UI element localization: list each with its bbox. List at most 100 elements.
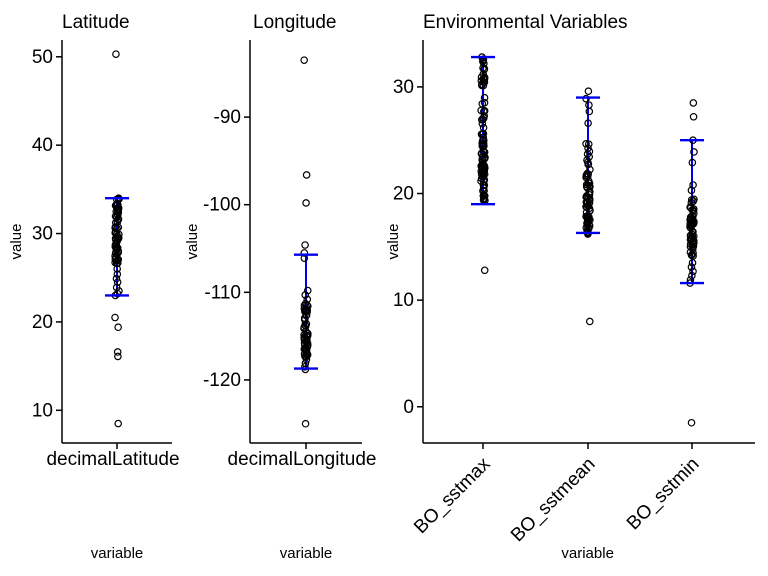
y-tick-label: 30 — [393, 77, 414, 98]
category-label: BO_sstmax — [410, 453, 495, 538]
data-point — [479, 187, 487, 195]
data-point — [477, 106, 485, 115]
data-point — [478, 139, 486, 148]
data-point — [584, 119, 592, 127]
data-point — [113, 278, 122, 286]
data-point — [582, 140, 590, 148]
data-point — [480, 266, 489, 275]
data-point — [301, 291, 310, 299]
data-point — [112, 274, 121, 283]
y-axis-title: value — [385, 224, 402, 260]
data-point — [585, 107, 594, 116]
data-point — [479, 78, 488, 87]
data-point — [689, 206, 698, 215]
data-point — [584, 170, 593, 178]
y-tick-label: 20 — [393, 184, 414, 205]
data-point — [302, 355, 311, 364]
data-point — [586, 165, 594, 174]
y-axis-title: value — [8, 224, 25, 260]
data-point — [112, 213, 121, 222]
data-point — [585, 317, 594, 326]
category-label: decimalLatitude — [46, 449, 179, 470]
data-point — [480, 148, 489, 156]
data-point — [302, 171, 311, 179]
data-point — [584, 193, 593, 202]
data-point — [479, 81, 488, 90]
data-point — [480, 163, 488, 172]
data-point — [300, 339, 309, 347]
data-point — [687, 263, 696, 271]
data-point — [687, 418, 696, 427]
data-point — [301, 241, 309, 249]
data-point — [300, 335, 308, 343]
y-tick-label: 30 — [32, 224, 53, 245]
data-point — [111, 313, 119, 322]
data-point — [584, 87, 593, 95]
y-tick-label: 0 — [403, 397, 414, 418]
data-point — [114, 419, 122, 428]
data-point — [583, 156, 591, 165]
data-point — [689, 112, 698, 121]
data-point — [480, 98, 489, 107]
y-tick-label: -90 — [214, 107, 241, 128]
panel-title: Longitude — [253, 12, 336, 33]
data-point — [690, 209, 698, 218]
x-axis-title: variable — [561, 545, 614, 562]
data-point — [480, 112, 489, 120]
data-point — [480, 73, 489, 82]
panel-title: Environmental Variables — [423, 12, 628, 33]
data-point — [302, 327, 310, 336]
data-point — [113, 270, 122, 278]
data-point — [303, 305, 311, 314]
y-axis-title: value — [184, 224, 201, 260]
y-tick-label: -110 — [204, 282, 241, 303]
data-point — [478, 80, 486, 88]
y-tick-label: -100 — [203, 195, 241, 216]
y-tick-label: 10 — [32, 400, 53, 421]
data-point — [479, 192, 488, 200]
data-point — [480, 107, 489, 115]
data-point — [113, 230, 121, 239]
data-point — [583, 212, 591, 220]
data-point — [585, 181, 594, 190]
data-point — [113, 250, 121, 258]
data-point — [687, 196, 696, 204]
data-point — [686, 231, 695, 240]
data-point — [300, 249, 309, 257]
data-point — [478, 172, 487, 181]
data-point — [688, 259, 697, 267]
data-point — [687, 186, 696, 195]
data-point — [300, 56, 308, 64]
data-point — [113, 289, 122, 298]
category-label: decimalLongitude — [228, 449, 377, 470]
data-point — [111, 255, 120, 263]
data-point — [301, 419, 310, 428]
category-label: BO_sstmean — [507, 454, 600, 547]
data-point — [689, 181, 697, 189]
x-axis-title: variable — [91, 545, 144, 562]
data-point — [302, 322, 310, 330]
data-point — [686, 248, 695, 256]
y-tick-label: 50 — [32, 47, 53, 68]
data-point — [584, 140, 593, 148]
data-point — [303, 295, 312, 304]
data-point — [113, 265, 121, 273]
category-label: BO_sstmin — [623, 454, 704, 535]
x-axis-title: variable — [280, 545, 333, 562]
data-point — [690, 148, 698, 156]
data-point — [479, 181, 488, 190]
data-point — [302, 199, 310, 207]
data-point — [689, 99, 698, 107]
data-point — [478, 155, 487, 163]
data-point — [689, 197, 698, 206]
data-point — [114, 352, 122, 361]
y-tick-label: 20 — [32, 312, 53, 333]
data-point — [111, 223, 120, 231]
data-point — [112, 50, 120, 58]
y-tick-label: -120 — [203, 370, 241, 391]
y-tick-label: 10 — [393, 290, 414, 311]
data-point — [479, 64, 487, 72]
data-point — [688, 218, 696, 226]
